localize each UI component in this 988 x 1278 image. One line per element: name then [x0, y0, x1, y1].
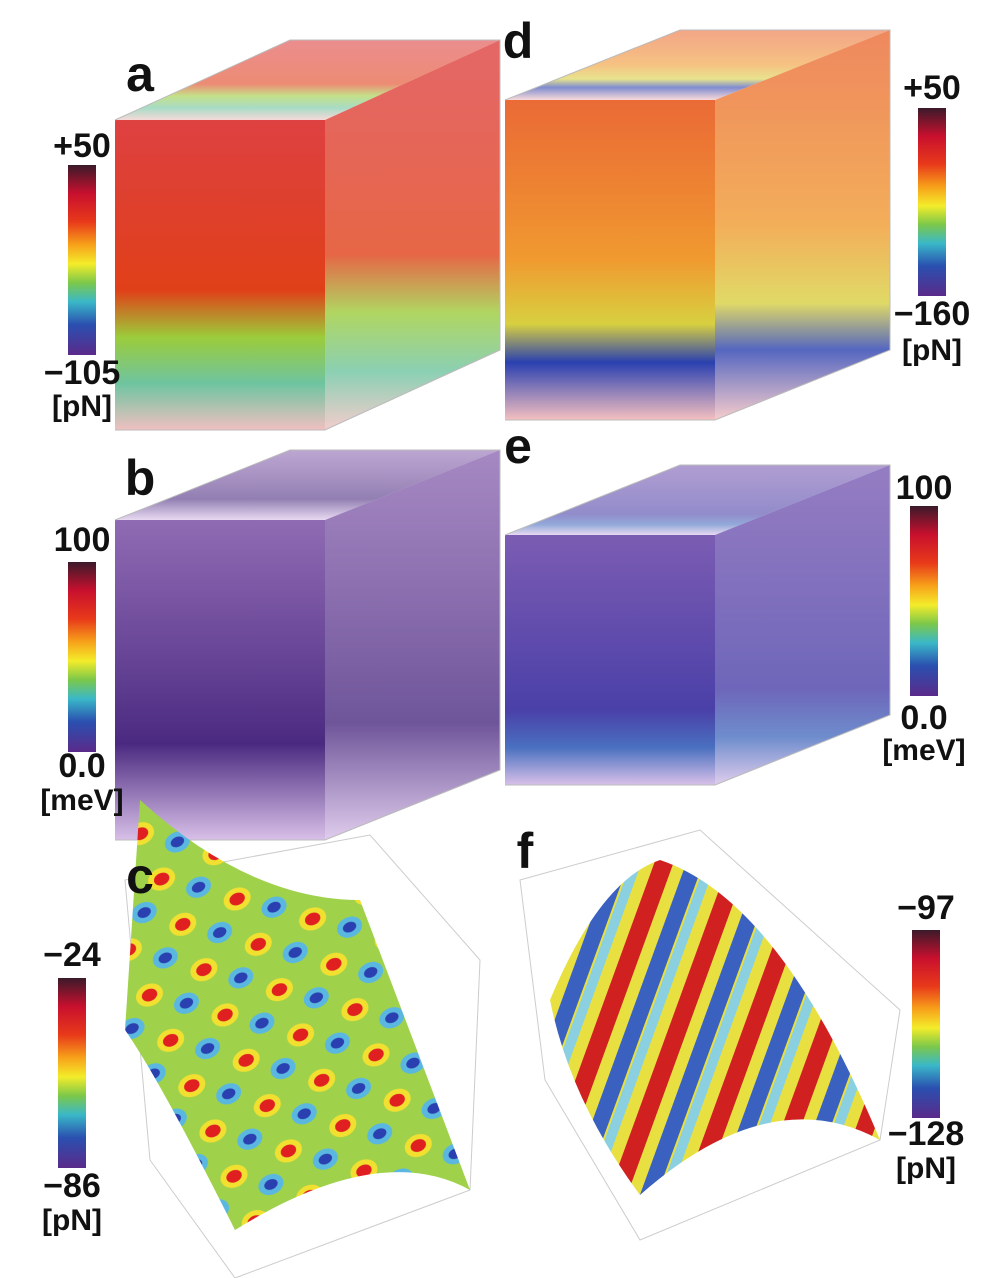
panel-label: d [503, 13, 534, 69]
panel-label: c [126, 848, 154, 904]
colorbar-label: −160 [894, 295, 971, 333]
panel-label: a [126, 46, 155, 102]
colorbar [918, 108, 946, 296]
surface [125, 800, 470, 1230]
colorbar-label: [pN] [902, 334, 962, 367]
surface [550, 860, 880, 1195]
colorbar [910, 506, 938, 696]
colorbar-label: −24 [43, 936, 101, 974]
colorbar-label: [pN] [52, 390, 112, 423]
panel-label: b [125, 450, 156, 506]
colorbar-label: 100 [896, 469, 953, 507]
colorbar [68, 562, 96, 752]
colorbar-label: −86 [43, 1167, 101, 1205]
colorbar-label: 0.0 [900, 699, 947, 737]
colorbar-label: [meV] [40, 784, 123, 817]
colorbar-label: −105 [44, 354, 121, 392]
colorbar [912, 930, 940, 1118]
panel-label: e [504, 418, 532, 474]
colorbar-label: 0.0 [58, 747, 105, 785]
colorbar-label: +50 [53, 127, 111, 165]
colorbar-label: 100 [54, 521, 111, 559]
figure: a+50−105[pN]b1000.0[meV]c−24−86[pN]d+50−… [0, 0, 988, 1278]
panel-label: f [517, 823, 534, 879]
colorbar [68, 165, 96, 355]
colorbar-label: +50 [903, 69, 961, 107]
colorbar-label: [pN] [896, 1152, 956, 1185]
cube-front [115, 120, 325, 430]
cube-front [115, 520, 325, 840]
colorbar-label: −128 [888, 1115, 965, 1153]
colorbar-label: [meV] [882, 734, 965, 767]
colorbar-label: −97 [897, 889, 955, 927]
colorbar-label: [pN] [42, 1204, 102, 1237]
cube-front [505, 100, 715, 420]
cube-front [505, 535, 715, 785]
colorbar [58, 978, 86, 1168]
